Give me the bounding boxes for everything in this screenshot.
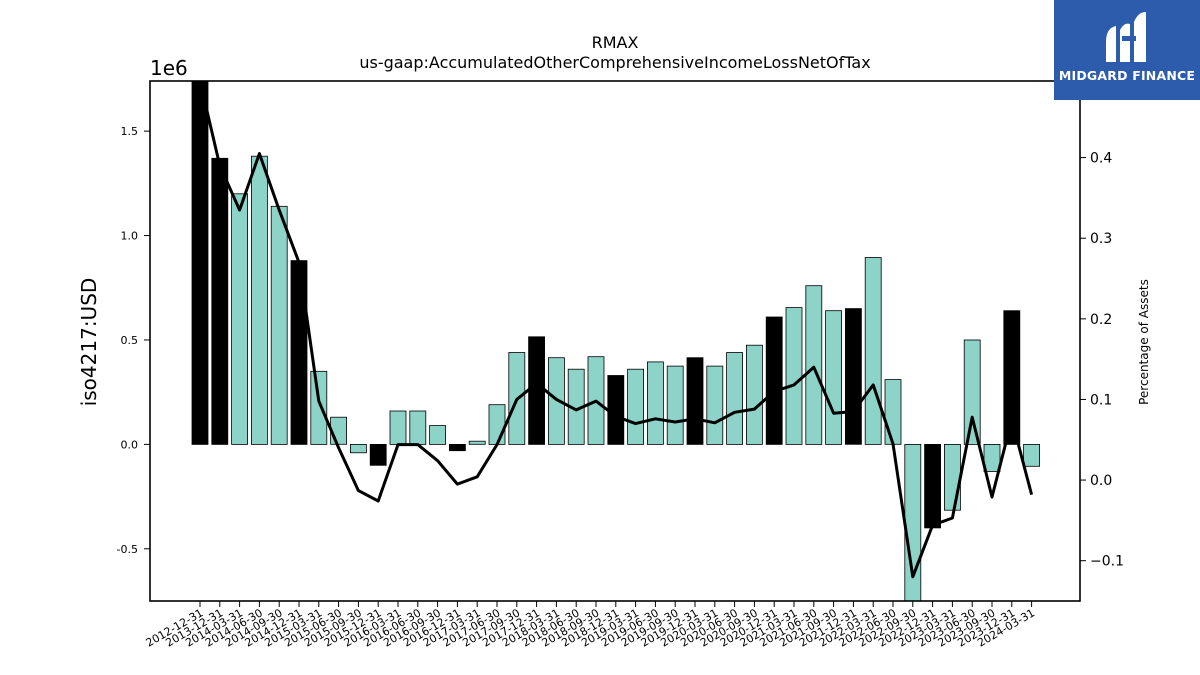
- bar: [864, 257, 882, 445]
- bar: [250, 155, 268, 445]
- y2-tick-label: 0.2: [1090, 312, 1112, 328]
- bar: [825, 310, 842, 445]
- bar: [726, 352, 743, 445]
- bar: [607, 375, 625, 445]
- bar: [944, 443, 961, 511]
- bar: [1023, 443, 1040, 467]
- y2-tick-label: 0.3: [1090, 231, 1112, 247]
- y-axis-label: iso4217:USD: [77, 278, 101, 407]
- bar: [845, 308, 862, 445]
- bar: [231, 193, 249, 445]
- y2-tick-label: 0.1: [1090, 392, 1112, 408]
- y2-tick-label: 0.4: [1090, 151, 1112, 167]
- brand-logo: MIDGARD FINANCE: [1054, 0, 1200, 100]
- axes: -0.50.00.51.01.5−0.10.00.10.20.30.42012-…: [117, 125, 1124, 649]
- bar: [963, 339, 981, 445]
- y-scale-label: 1e6: [150, 56, 188, 80]
- chart-title: RMAX: [592, 33, 639, 52]
- bar: [647, 361, 664, 445]
- percentage-line: [198, 80, 1034, 579]
- midgard-logo-icon: [1106, 12, 1146, 63]
- y2-tick-label: −0.1: [1090, 554, 1124, 570]
- bar: [924, 443, 941, 529]
- bar: [290, 260, 308, 445]
- chart-subtitle: us-gaap:AccumulatedOtherComprehensiveInc…: [359, 53, 870, 72]
- bar: [983, 443, 1001, 472]
- bar: [686, 357, 704, 445]
- y-tick-label: -0.5: [117, 543, 138, 556]
- bar-series: [191, 80, 1040, 602]
- bar: [627, 368, 644, 445]
- bar: [528, 336, 545, 445]
- bar: [805, 285, 823, 445]
- plot-frame: [149, 80, 1081, 602]
- y-tick-label: 1.0: [121, 230, 139, 243]
- bar: [746, 344, 763, 445]
- bar: [211, 157, 229, 445]
- bar: [765, 316, 783, 445]
- bar: [409, 410, 427, 445]
- bar: [706, 365, 724, 445]
- bar: [448, 443, 466, 452]
- line-series: [198, 80, 1034, 579]
- bar: [468, 440, 486, 445]
- y2-axis-label: Percentage of Assets: [1137, 279, 1151, 405]
- y-tick-label: 1.5: [121, 125, 139, 138]
- y-tick-label: 0.5: [121, 334, 139, 347]
- bar: [488, 404, 506, 445]
- brand-name: MIDGARD FINANCE: [1058, 68, 1196, 83]
- bar: [270, 205, 288, 445]
- bar: [191, 80, 209, 445]
- bar: [310, 370, 328, 445]
- y-tick-label: 0.0: [121, 438, 139, 451]
- bar: [369, 443, 387, 466]
- bar: [884, 379, 902, 445]
- bar: [1003, 310, 1021, 445]
- bar: [389, 410, 407, 445]
- bar: [785, 307, 803, 445]
- y2-tick-label: 0.0: [1090, 473, 1112, 489]
- bar: [349, 443, 367, 454]
- bar: [666, 365, 684, 445]
- bar: [429, 425, 447, 445]
